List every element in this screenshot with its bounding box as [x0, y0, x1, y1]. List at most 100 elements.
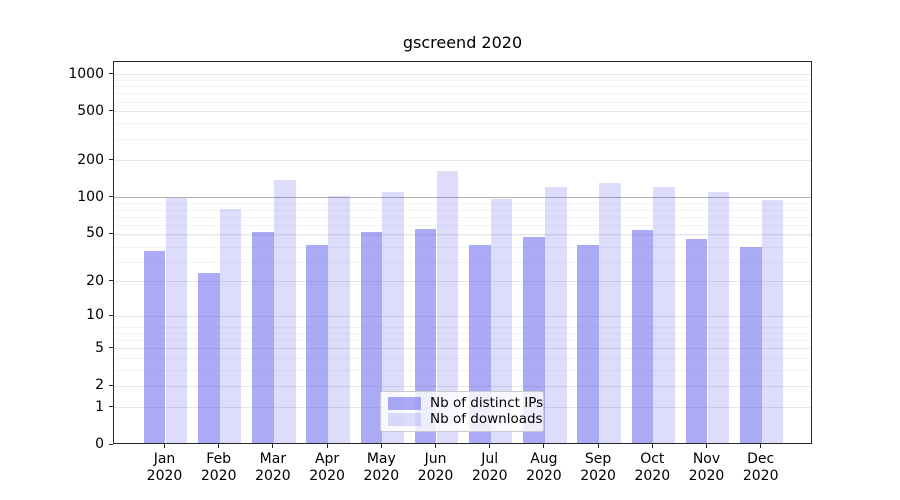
bar-downloads [544, 187, 567, 443]
bar-downloads [599, 183, 621, 443]
y-tick [109, 443, 113, 445]
y-tick [109, 159, 113, 161]
y-tick-label: 100 [77, 188, 104, 205]
gridline-minor [114, 262, 811, 264]
gridline-major [114, 385, 811, 387]
bar-distinct-ips [252, 232, 274, 443]
legend-label: Nb of downloads [430, 411, 543, 427]
y-tick-label: 1000 [68, 65, 104, 82]
x-tick [272, 444, 274, 448]
grid-layer [114, 62, 811, 443]
x-tick-label: Oct 2020 [634, 451, 671, 484]
x-tick-label: May 2020 [363, 451, 400, 484]
y-tick [109, 347, 113, 349]
y-tick-label: 50 [86, 225, 104, 242]
y-tick [109, 232, 113, 234]
bar-downloads [761, 199, 784, 443]
gridline-major [114, 160, 811, 162]
y-tick [109, 280, 113, 282]
gridline-minor [114, 283, 811, 285]
bar-downloads [436, 170, 459, 443]
gridline-major [114, 233, 811, 235]
gridline-major [114, 315, 811, 317]
bars-layer [114, 62, 811, 443]
x-tick [543, 444, 545, 448]
x-tick [760, 444, 762, 448]
x-tick [435, 444, 436, 448]
bar-downloads [165, 198, 188, 443]
gridline-minor [114, 101, 811, 103]
gridline-major [114, 281, 811, 283]
gridline-minor [114, 370, 811, 372]
bar-downloads [490, 198, 513, 443]
plot-area [113, 61, 812, 444]
bar-downloads [219, 209, 242, 443]
bar-distinct-ips [631, 230, 654, 443]
x-tick-label: Aug 2020 [526, 451, 562, 484]
gridline-minor [114, 333, 811, 334]
gridline-major [114, 348, 811, 350]
bar-downloads [382, 191, 404, 443]
gridline-minor [114, 93, 811, 95]
bar-distinct-ips [360, 232, 383, 443]
gridline-minor [114, 224, 811, 226]
bar-distinct-ips [740, 246, 762, 443]
y-tick-label: 2 [95, 377, 104, 394]
bar-distinct-ips [685, 238, 708, 443]
y-tick [109, 406, 113, 408]
x-tick-label: Nov 2020 [688, 451, 725, 484]
bar-downloads [273, 180, 296, 443]
y-tick-label: 1 [95, 398, 104, 415]
gridline-minor [114, 246, 811, 248]
bar-downloads [328, 196, 350, 443]
y-tick [109, 196, 113, 198]
gridline-minor [114, 326, 811, 328]
bar-distinct-ips [198, 272, 220, 443]
x-tick-label: Feb 2020 [200, 451, 237, 484]
gridline-major [114, 74, 811, 76]
gridline-minor [114, 86, 811, 88]
gridline-minor [114, 79, 811, 81]
x-tick [164, 444, 165, 448]
gridline-minor [114, 216, 811, 218]
gridline-minor [114, 203, 811, 205]
x-tick [651, 444, 653, 448]
gridline-minor [114, 358, 811, 360]
y-tick-label: 500 [77, 102, 104, 119]
y-tick-label: 20 [86, 272, 104, 289]
x-tick-label: Sep 2020 [580, 451, 616, 484]
legend-item: Nb of distinct IPs [388, 396, 543, 411]
y-tick [109, 73, 113, 75]
x-tick [489, 444, 491, 448]
reference-line-100 [114, 197, 811, 199]
legend-item: Nb of downloads [388, 412, 543, 427]
y-tick [109, 384, 113, 386]
legend-label: Nb of distinct IPs [430, 395, 544, 411]
x-tick [597, 444, 599, 448]
x-tick-label: Dec 2020 [742, 451, 779, 484]
gridline-major [114, 111, 811, 113]
chart-title: gscreend 2020 [402, 33, 523, 52]
gridline-minor [114, 340, 811, 342]
y-tick-label: 200 [77, 151, 104, 168]
gridline-minor [114, 234, 811, 236]
y-tick [109, 110, 113, 112]
x-tick-label: Jan 2020 [146, 451, 183, 484]
gridline-minor [114, 209, 811, 211]
x-tick [380, 444, 382, 448]
y-tick-label: 10 [86, 307, 104, 324]
gridline-minor [114, 123, 811, 125]
y-tick [109, 314, 113, 316]
x-tick [706, 444, 707, 448]
gridline-minor [114, 138, 811, 140]
y-tick-label: 5 [95, 339, 104, 356]
bar-downloads [707, 192, 730, 443]
x-tick-label: Mar 2020 [255, 451, 291, 484]
x-tick-label: Jun 2020 [417, 451, 454, 484]
bar-distinct-ips [577, 245, 600, 443]
bar-distinct-ips [306, 245, 329, 443]
legend: Nb of distinct IPs Nb of downloads [380, 391, 544, 432]
x-tick [326, 444, 328, 448]
bar-distinct-ips [414, 229, 437, 443]
